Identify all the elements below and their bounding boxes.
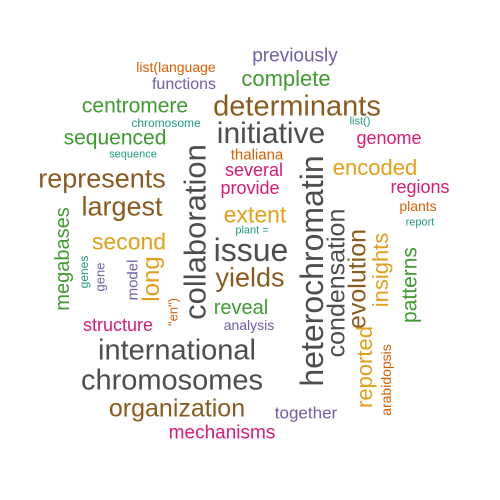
word-international: international [98, 334, 256, 367]
word-long: long [138, 256, 165, 302]
word-functions: functions [151, 76, 217, 93]
word-insights: insights [368, 232, 393, 308]
word-arabidopsis: arabidopsis [378, 344, 394, 416]
word-regions: regions [390, 177, 450, 197]
word-structure: structure [82, 315, 154, 335]
word-several: several [224, 160, 284, 180]
word-provide: provide [220, 178, 280, 198]
word-represents: represents [38, 163, 166, 194]
word-together: together [274, 403, 338, 423]
word-yields: yields [215, 262, 285, 293]
word-sequence: sequence [109, 148, 157, 161]
word-plants: plants [399, 198, 437, 214]
word-determinants: determinants [213, 90, 381, 123]
word-second: second [91, 228, 167, 255]
word-complete: complete [241, 66, 331, 91]
word-megabases: megabases [52, 207, 74, 311]
word-initiative: initiative [216, 117, 326, 150]
word-largest: largest [81, 191, 163, 222]
word-patterns: patterns [398, 247, 422, 323]
word-plant-eq: plant = [235, 224, 269, 237]
word-chromosome: chromosome [131, 116, 201, 130]
word-genes: genes [77, 255, 91, 289]
word-encoded: encoded [332, 155, 418, 180]
word-reported: reported [352, 326, 377, 408]
word-collaboration: collaboration [177, 144, 213, 320]
word-chromosomes: chromosomes [80, 364, 264, 397]
word-gene: gene [92, 262, 108, 292]
word-sequenced: sequenced [63, 126, 167, 150]
word-report: report [405, 216, 435, 229]
word-list-empty: list() [349, 115, 371, 128]
word-organization: organization [108, 394, 246, 423]
word-centromere: centromere [81, 94, 189, 118]
word-genome: genome [356, 128, 422, 148]
word-reveal: reveal [213, 297, 269, 319]
word-previously: previously [252, 45, 338, 67]
word-thaliana: thaliana [230, 146, 284, 164]
word-list-language: list(language [136, 59, 216, 75]
word-issue: issue [213, 232, 289, 268]
word-analysis: analysis [223, 317, 275, 333]
word-evolution: evolution [343, 228, 372, 330]
word-extent: extent [223, 201, 287, 228]
word-mechanisms: mechanisms [168, 422, 276, 444]
